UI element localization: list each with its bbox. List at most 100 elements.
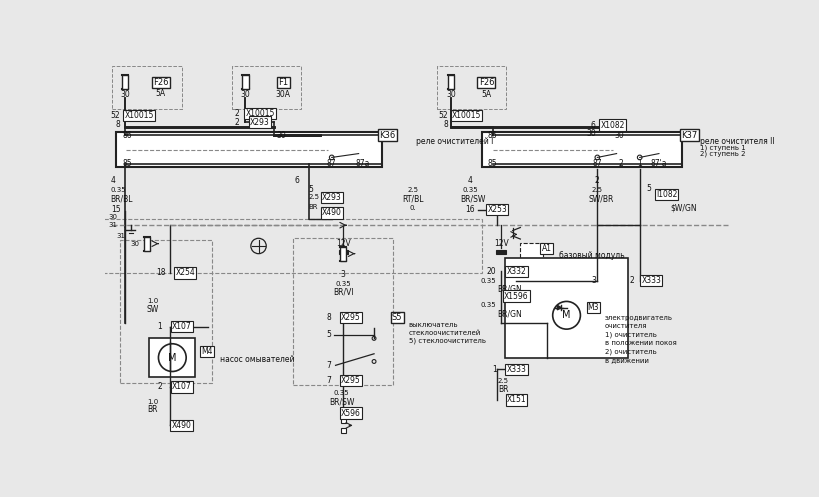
Text: BR/SW: BR/SW [328,398,354,407]
Bar [149,338,195,377]
Text: 2: 2 [234,109,239,118]
Text: 0.35: 0.35 [479,302,495,308]
Bar [338,250,347,254]
Text: 87a: 87a [355,159,369,168]
Text: 2.5: 2.5 [308,194,319,200]
Text: 5A: 5A [156,89,165,98]
Text: BR: BR [498,386,508,395]
Text: 1: 1 [157,323,162,331]
Text: RT/BL: RT/BL [401,194,423,203]
Bar [242,75,248,89]
Text: 30: 30 [613,131,623,140]
Bar [120,240,212,383]
Text: 12V: 12V [336,239,351,248]
Text: 15: 15 [111,205,120,214]
Text: BR/GN: BR/GN [496,285,522,294]
Text: M3: M3 [587,303,599,312]
Text: 30: 30 [240,90,250,99]
Text: 30A: 30A [275,90,290,99]
Text: 30: 30 [446,90,455,99]
Text: S5: S5 [391,313,402,322]
Text: 1: 1 [492,365,496,374]
Text: 30: 30 [130,241,139,247]
Bar [495,250,505,254]
Bar [447,75,454,89]
Text: X1596: X1596 [504,292,528,301]
Text: 5: 5 [308,185,313,194]
Text: F26: F26 [153,78,168,87]
Text: 4: 4 [468,176,473,185]
Bar [293,238,393,385]
Text: 5A: 5A [481,90,491,99]
Text: F26: F26 [478,78,494,87]
Text: 2: 2 [234,117,239,127]
Bar [520,243,543,269]
Text: BR: BR [147,406,157,414]
Text: 7: 7 [327,376,332,385]
Text: реле очистителей I: реле очистителей I [416,137,493,146]
Text: в движении: в движении [604,357,648,363]
Text: K36: K36 [378,131,395,140]
Text: X332: X332 [506,267,526,276]
Text: 2.5: 2.5 [497,378,509,384]
Text: 87'a: 87'a [650,159,667,168]
Text: 2: 2 [157,382,162,392]
Text: 2.5: 2.5 [660,196,672,202]
Text: выключатель: выключатель [408,322,458,329]
Text: 87: 87 [592,159,601,168]
Text: 30: 30 [120,90,130,99]
Text: M4: M4 [201,347,212,356]
Text: 2: 2 [595,176,599,185]
Text: 12V: 12V [493,239,508,248]
Text: X107: X107 [171,323,191,331]
Text: BR/VI: BR/VI [333,288,353,297]
Text: 1.0: 1.0 [147,399,158,405]
Text: X333: X333 [506,365,526,374]
Text: 52: 52 [111,111,120,120]
Text: K37: K37 [681,131,697,140]
Text: 2: 2 [629,276,634,285]
Text: BR/GN: BR/GN [496,309,522,318]
Text: X333: X333 [640,276,660,285]
Text: BR: BR [308,204,318,210]
Text: 86: 86 [486,131,496,140]
Text: 31: 31 [116,233,125,239]
Text: X293: X293 [321,193,342,202]
Text: BR/BL: BR/BL [111,194,133,203]
Text: 0.35: 0.35 [335,281,351,287]
Text: BR/SW: BR/SW [459,194,485,203]
Text: 16: 16 [465,205,474,214]
Text: 0.35: 0.35 [462,187,477,193]
Text: 86: 86 [122,131,132,140]
Text: 1: 1 [636,159,641,168]
Text: 0.35: 0.35 [333,390,349,396]
Text: 2) очиститель: 2) очиститель [604,348,656,355]
Text: 31: 31 [108,222,117,228]
Text: 2) ступень 2: 2) ступень 2 [699,150,744,157]
Bar [112,66,181,108]
Text: 1) очиститель: 1) очиститель [604,331,656,338]
Text: 87: 87 [327,159,336,168]
Bar [231,66,301,108]
Text: X10015: X10015 [451,111,481,120]
Text: X1082: X1082 [600,121,624,130]
Text: X490: X490 [171,421,192,430]
Text: 1) ступень 1: 1) ступень 1 [699,144,744,151]
Text: 52: 52 [438,111,447,120]
Text: 30: 30 [108,215,117,221]
Text: 5) стеклоочиститель: 5) стеклоочиститель [408,337,485,344]
Text: M: M [562,310,570,320]
Text: X293: X293 [250,117,269,127]
Text: X10015: X10015 [124,111,154,120]
Text: 0.35: 0.35 [479,278,495,284]
Bar [340,247,346,260]
Text: 0.35: 0.35 [111,187,126,193]
Text: X596: X596 [341,409,360,417]
Text: 6: 6 [590,121,595,130]
Text: электродвигатель: электродвигатель [604,315,672,321]
Text: 3: 3 [341,270,346,279]
Text: насос омывателей: насос омывателей [219,355,294,364]
Text: реле очистителя II: реле очистителя II [699,137,773,146]
Text: 1.0: 1.0 [147,298,158,305]
Bar [97,219,482,273]
